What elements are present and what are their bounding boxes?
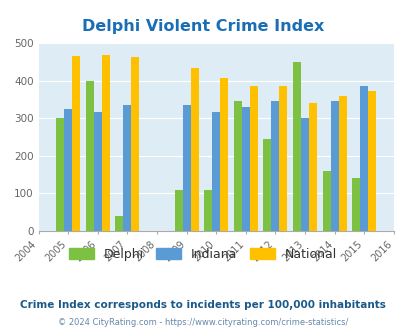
Bar	[249, 86, 257, 231]
Bar	[64, 109, 72, 231]
Bar	[292, 62, 300, 231]
Bar	[279, 86, 287, 231]
Bar	[131, 57, 139, 231]
Text: © 2024 CityRating.com - https://www.cityrating.com/crime-statistics/: © 2024 CityRating.com - https://www.city…	[58, 318, 347, 327]
Bar	[204, 190, 212, 231]
Bar	[263, 139, 271, 231]
Bar	[115, 216, 123, 231]
Bar	[352, 178, 359, 231]
Bar	[233, 101, 241, 231]
Bar	[182, 105, 190, 231]
Bar	[367, 91, 375, 231]
Bar	[190, 68, 198, 231]
Bar	[174, 190, 182, 231]
Bar	[300, 118, 308, 231]
Bar	[212, 113, 220, 231]
Bar	[94, 113, 102, 231]
Bar	[102, 55, 109, 231]
Bar	[330, 101, 338, 231]
Text: Crime Index corresponds to incidents per 100,000 inhabitants: Crime Index corresponds to incidents per…	[20, 300, 385, 310]
Bar	[56, 118, 64, 231]
Text: Delphi Violent Crime Index: Delphi Violent Crime Index	[82, 19, 323, 34]
Bar	[85, 81, 94, 231]
Bar	[123, 105, 131, 231]
Bar	[322, 171, 330, 231]
Bar	[338, 96, 346, 231]
Bar	[241, 107, 249, 231]
Bar	[220, 78, 228, 231]
Bar	[359, 86, 367, 231]
Bar	[72, 56, 80, 231]
Bar	[308, 103, 316, 231]
Bar	[271, 101, 279, 231]
Legend: Delphi, Indiana, National: Delphi, Indiana, National	[64, 243, 341, 266]
